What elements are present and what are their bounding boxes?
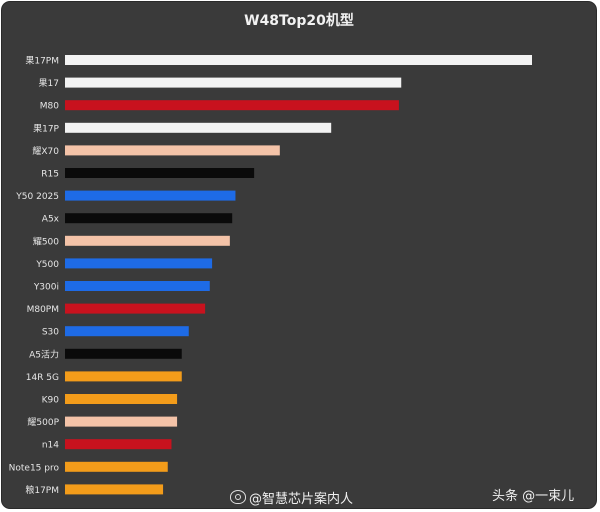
category-label: n14 [42,441,59,451]
chart-panel: W48Top20机型 果17PM 果17 M80 果17P 耀X70 R15 Y50 202… [2,2,596,508]
category-label: A5活力 [29,348,59,360]
bar [65,348,182,359]
bar [65,55,532,65]
category-label: A5x [42,215,60,225]
bar [65,281,210,291]
bar [65,213,233,224]
category-label: Note15 pro [9,463,60,473]
bar [65,145,280,156]
bar [65,416,178,427]
toutiao-watermark: 头条 @一束儿 [492,489,575,504]
category-label: K90 [42,396,60,406]
category-label: 耀500P [27,417,59,428]
weibo-icon [230,490,246,504]
category-label: R15 [41,170,59,180]
category-label: 果17 [39,78,59,89]
category-label: Y500 [35,260,59,270]
category-label: 耀500 [33,236,59,247]
category-label: 果17PM [25,56,59,67]
category-label: M80PM [27,305,59,315]
category-label: 耀X70 [32,146,59,157]
bar-chart: 果17PM 果17 M80 果17P 耀X70 R15 Y50 2025 A5x 耀500 Y50… [9,55,532,496]
category-label: M80 [40,102,59,112]
weibo-watermark: @智慧芯片案内人 [230,488,353,507]
category-label: Y50 2025 [15,192,59,202]
bar [65,77,402,88]
bar [65,484,164,495]
bar [65,371,182,382]
weibo-watermark-text: @智慧芯片案内人 [249,492,354,507]
bar [65,461,168,472]
bar [65,122,332,133]
bar [65,168,255,178]
bar [65,235,230,246]
category-label: 粮17PM [25,484,59,496]
category-label: S30 [42,328,59,338]
bar [65,190,236,201]
bar [65,100,399,111]
bar [65,394,178,404]
bar [65,326,189,337]
bar [65,439,172,450]
bar [65,258,213,269]
category-label: 果17P [33,123,59,134]
bar [65,303,206,314]
category-label: Y300i [33,283,59,293]
category-label: 14R 5G [26,373,59,383]
chart-title: W48Top20机型 [244,13,354,29]
